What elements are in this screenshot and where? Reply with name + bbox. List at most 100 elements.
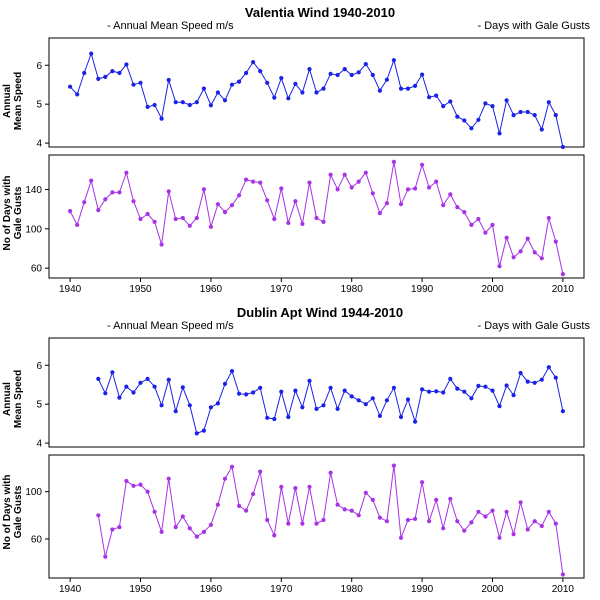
data-point <box>476 216 481 222</box>
data-point <box>117 395 122 400</box>
data-point <box>300 221 305 226</box>
data-point <box>455 205 460 210</box>
data-point <box>96 513 101 518</box>
data-point <box>286 521 291 526</box>
data-point <box>384 201 389 206</box>
data-point <box>546 100 551 105</box>
data-point <box>222 98 228 103</box>
data-point <box>483 101 488 106</box>
data-point <box>391 385 396 390</box>
y-label-gust-line2: Gale Gusts <box>13 485 24 538</box>
data-point <box>89 178 94 183</box>
data-point <box>117 525 122 530</box>
data-point <box>117 70 122 76</box>
data-point <box>208 405 213 410</box>
x-tick-label: 1990 <box>411 584 434 595</box>
data-point <box>293 199 298 204</box>
data-point <box>553 113 558 118</box>
data-point <box>377 88 382 93</box>
y-tick-label: 5 <box>36 400 42 411</box>
data-point <box>349 394 354 399</box>
data-point <box>321 86 326 91</box>
data-point <box>265 517 270 523</box>
data-point <box>166 189 171 194</box>
data-point <box>413 419 418 424</box>
data-point <box>328 172 333 177</box>
data-point <box>152 509 157 514</box>
x-tick-label: 1960 <box>200 284 223 295</box>
data-point <box>307 378 312 383</box>
data-point <box>166 377 171 382</box>
y-label-speed-line1: Annual <box>2 382 13 416</box>
data-point <box>131 390 136 395</box>
data-point <box>194 431 199 436</box>
data-point <box>448 99 453 104</box>
data-point <box>455 114 460 119</box>
data-point <box>455 519 460 524</box>
data-point <box>307 180 312 185</box>
series-line <box>97 366 564 435</box>
data-point <box>398 535 404 540</box>
data-point <box>469 126 474 131</box>
legend-gust: - Days with Gale Gusts <box>478 320 591 332</box>
data-point <box>272 216 277 222</box>
data-point <box>525 527 530 532</box>
y-label-gust-line1: No of Days with <box>2 474 13 549</box>
data-point <box>518 370 523 376</box>
data-point <box>391 463 396 468</box>
data-point <box>222 210 228 215</box>
data-point <box>420 480 425 485</box>
data-point <box>356 70 361 75</box>
data-point <box>377 413 382 418</box>
data-point <box>553 375 558 380</box>
data-point <box>180 100 185 105</box>
data-point <box>420 72 425 77</box>
y-label-gust-line1: No of Days with <box>2 175 13 250</box>
data-point <box>363 402 368 407</box>
data-point <box>229 203 235 208</box>
data-point <box>75 222 80 227</box>
data-point <box>314 215 319 221</box>
data-point <box>342 507 347 512</box>
data-point <box>187 102 192 108</box>
data-point <box>370 191 375 196</box>
data-point <box>103 391 108 396</box>
data-point <box>553 521 558 526</box>
data-point <box>237 193 242 198</box>
x-tick-label: 2000 <box>481 284 504 295</box>
data-point <box>370 497 375 502</box>
data-point <box>434 389 439 394</box>
y-tick-label: 4 <box>36 139 42 150</box>
data-point <box>539 523 544 529</box>
y-label-gust-line2: Gale Gusts <box>13 186 24 239</box>
data-point <box>215 90 220 95</box>
data-point <box>405 517 411 523</box>
data-point <box>103 197 108 202</box>
data-point <box>286 220 291 225</box>
data-point <box>237 79 242 84</box>
x-tick-label: 1950 <box>129 584 152 595</box>
data-point <box>251 390 256 395</box>
data-point <box>377 211 382 216</box>
data-point <box>265 198 270 203</box>
data-point <box>462 118 467 123</box>
data-point <box>546 365 551 370</box>
data-point <box>504 383 509 388</box>
data-point <box>138 80 143 85</box>
data-point <box>124 384 129 389</box>
legend-speed: - Annual Mean Speed m/s <box>107 320 234 332</box>
data-point <box>342 67 347 72</box>
data-point <box>539 377 544 382</box>
x-tick-label: 1970 <box>270 584 293 595</box>
data-point <box>518 109 523 115</box>
data-point <box>300 405 305 410</box>
data-point <box>504 235 509 240</box>
data-point <box>194 215 199 221</box>
data-point <box>159 403 164 408</box>
data-point <box>222 476 228 481</box>
y-tick-label: 140 <box>25 185 42 196</box>
y-label-speed-line2: Mean Speed <box>13 72 24 130</box>
data-point <box>89 51 94 56</box>
data-point <box>384 77 389 82</box>
